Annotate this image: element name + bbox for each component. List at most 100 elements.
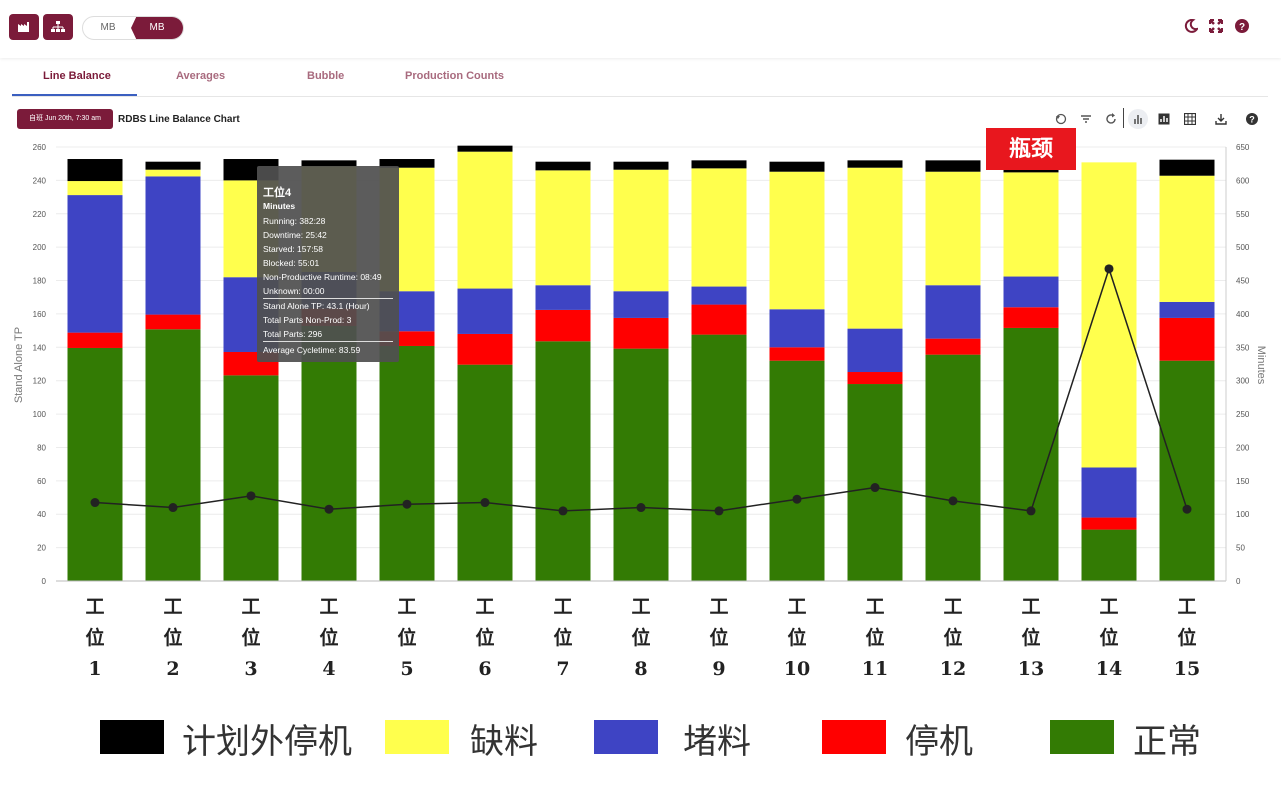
x-tick-label-part: 工 <box>631 596 651 618</box>
x-tick-label-part: 工 <box>865 596 885 618</box>
x-tick-label-part: 工 <box>475 596 495 618</box>
bar-segment <box>301 160 357 167</box>
x-tick-label-part: 位 <box>787 627 807 649</box>
sitemap-icon <box>51 21 65 32</box>
tooltip-title: 工位4 <box>263 187 292 199</box>
bar-segment <box>847 167 903 329</box>
legend-swatch-running <box>1050 720 1114 754</box>
date-picker-button[interactable]: 自班 Jun 20th, 7:30 am <box>17 109 113 129</box>
bar-segment <box>1081 467 1137 518</box>
chart-help-button[interactable]: ? <box>1245 112 1259 126</box>
y-left-tick-label: 240 <box>33 176 47 185</box>
legend-label-starved: 缺料 <box>470 723 538 761</box>
svg-text:?: ? <box>1249 115 1255 125</box>
x-tick-label-part: 工 <box>787 596 807 618</box>
x-tick-label-part: 7 <box>556 658 570 680</box>
help-button[interactable]: ? <box>1234 18 1250 34</box>
tab-production-counts[interactable]: Production Counts <box>405 70 504 82</box>
toggle-left-option[interactable]: MB <box>100 22 116 33</box>
x-tick-label-part: 工 <box>241 596 261 618</box>
bar-segment <box>691 160 747 169</box>
y-left-tick-label: 180 <box>33 277 47 286</box>
y-left-tick-label: 260 <box>33 143 47 152</box>
x-tick-label-part: 位 <box>397 627 417 649</box>
tab-bar: Line Balance Averages Bubble Production … <box>12 60 1268 97</box>
bar-segment <box>145 329 201 581</box>
hierarchy-button[interactable] <box>43 14 73 40</box>
x-tick-label-part: 工 <box>943 596 963 618</box>
bar-segment <box>1081 529 1137 581</box>
legend-swatch-starved <box>385 720 449 754</box>
tp-point <box>1182 504 1192 514</box>
tab-averages[interactable]: Averages <box>176 70 226 82</box>
y-right-tick-label: 100 <box>1236 510 1250 519</box>
tab-bubble[interactable]: Bubble <box>307 70 345 82</box>
y-right-tick-label: 550 <box>1236 210 1250 219</box>
unit-toggle[interactable]: MB MB <box>82 16 184 40</box>
bar-segment <box>145 176 201 315</box>
toolbar-divider <box>1123 108 1124 128</box>
y-left-tick-label: 120 <box>33 377 47 386</box>
table-view-button[interactable] <box>1183 112 1197 126</box>
x-tick-label-part: 工 <box>1099 596 1119 618</box>
legend-swatch-unplanned <box>100 720 164 754</box>
tooltip-line: Starved: 157:58 <box>263 244 324 254</box>
x-tick-label-part: 位 <box>553 627 573 649</box>
bar-segment <box>769 171 825 310</box>
y-right-tick-label: 500 <box>1236 243 1250 252</box>
bar-segment <box>613 169 669 292</box>
tab-line-balance[interactable]: Line Balance <box>43 70 111 82</box>
x-tick-label: 工位 3 <box>231 592 271 685</box>
bar-segment <box>67 159 123 182</box>
y-right-tick-label: 250 <box>1236 410 1250 419</box>
legend: 计划外停机 缺料 堵料 停机 正常 <box>0 700 1281 780</box>
tooltip-line: Stand Alone TP: 43.1 (Hour) <box>263 301 370 311</box>
y-right-tick-label: 200 <box>1236 443 1250 452</box>
dark-mode-button[interactable] <box>1183 18 1199 34</box>
bar-view-button[interactable] <box>1128 109 1148 129</box>
x-tick-label: 工位 2 <box>153 592 193 685</box>
bar-segment <box>847 160 903 168</box>
tp-point <box>168 503 178 513</box>
toggle-right-option[interactable]: MB <box>131 17 183 39</box>
tooltip-line: Downtime: 25:42 <box>263 230 327 240</box>
tp-point <box>246 491 256 501</box>
bar-segment <box>145 161 201 170</box>
x-tick-label-part: 14 <box>1095 658 1123 680</box>
bar-segment <box>1003 276 1059 308</box>
tp-point <box>402 499 412 509</box>
tp-point <box>948 496 958 506</box>
reset-zoom-button[interactable] <box>1054 112 1068 126</box>
bar-segment <box>847 328 903 373</box>
x-tick-label-part: 4 <box>322 658 336 680</box>
y-left-tick-label: 100 <box>33 410 47 419</box>
x-tick-label-part: 位 <box>1177 627 1197 649</box>
filter-button[interactable] <box>1079 112 1093 126</box>
factory-button[interactable] <box>9 14 39 40</box>
bar-segment <box>535 161 591 171</box>
download-button[interactable] <box>1214 112 1228 126</box>
refresh-button[interactable] <box>1104 112 1118 126</box>
y-right-tick-label: 450 <box>1236 277 1250 286</box>
bar-segment <box>847 372 903 385</box>
y-left-tick-label: 0 <box>42 577 47 586</box>
legend-swatch-blocked <box>594 720 658 754</box>
chart-view-button[interactable] <box>1157 112 1171 126</box>
tooltip-line: Running: 382:28 <box>263 216 326 226</box>
bar-segment <box>691 334 747 581</box>
fullscreen-button[interactable] <box>1208 18 1224 34</box>
x-tick-label-part: 6 <box>478 658 492 680</box>
bar-segment <box>535 285 591 310</box>
table-icon <box>1184 113 1196 125</box>
x-tick-label-part: 15 <box>1173 658 1201 680</box>
tp-point <box>1026 506 1036 516</box>
y-left-tick-label: 80 <box>37 443 46 452</box>
bar-segment <box>379 159 435 168</box>
tooltip-divider <box>263 341 393 342</box>
bar-segment <box>457 145 513 152</box>
svg-text:?: ? <box>1239 22 1245 33</box>
bar-segment <box>925 338 981 355</box>
x-tick-label-part: 位 <box>943 627 963 649</box>
factory-icon <box>18 22 29 32</box>
tooltip-line: Unknown: 00:00 <box>263 286 325 296</box>
